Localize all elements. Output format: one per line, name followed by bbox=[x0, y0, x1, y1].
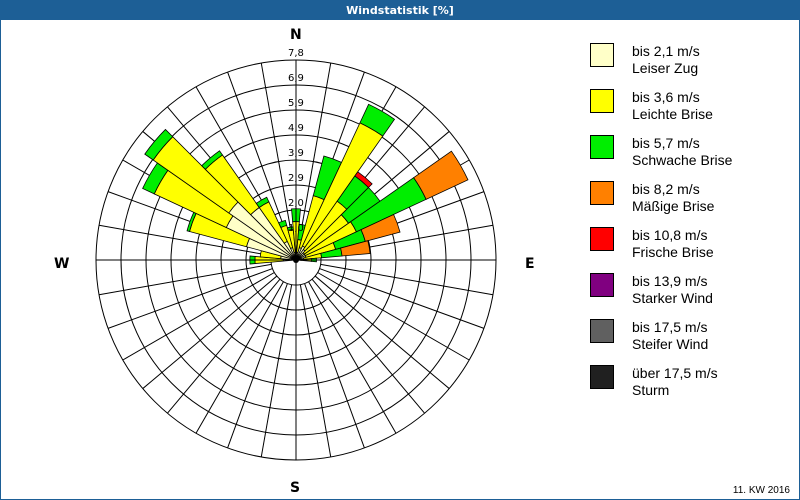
legend-swatch bbox=[590, 365, 614, 389]
compass-west-label: W bbox=[54, 256, 70, 272]
legend-swatch bbox=[590, 181, 614, 205]
compass-east-label: E bbox=[525, 256, 535, 272]
svg-text:7,8: 7,8 bbox=[288, 48, 304, 59]
wind-sector bbox=[255, 196, 270, 209]
legend-swatch bbox=[590, 273, 614, 297]
compass-north-label: N bbox=[290, 27, 302, 43]
legend-range: bis 2,1 m/s bbox=[632, 43, 700, 59]
compass-south-label: S bbox=[290, 480, 301, 496]
legend-range: bis 5,7 m/s bbox=[632, 135, 700, 151]
legend-name: Frische Brise bbox=[632, 244, 714, 260]
svg-text:4,9: 4,9 bbox=[288, 123, 304, 134]
legend-range: über 17,5 m/s bbox=[632, 365, 718, 381]
wind-sector bbox=[201, 150, 224, 170]
legend-swatch bbox=[590, 227, 614, 251]
legend-name: Leiser Zug bbox=[632, 60, 699, 76]
svg-text:3,9: 3,9 bbox=[288, 148, 304, 159]
legend-range: bis 8,2 m/s bbox=[632, 181, 700, 197]
wind-sector bbox=[359, 103, 396, 137]
wind-sector bbox=[354, 171, 373, 189]
svg-text:2,0: 2,0 bbox=[288, 198, 304, 209]
wind-sector bbox=[278, 219, 288, 228]
legend-name: Leichte Brise bbox=[632, 106, 713, 122]
svg-text:2,9: 2,9 bbox=[288, 173, 304, 184]
week-label: 11. KW 2016 bbox=[732, 485, 790, 496]
legend-range: bis 3,6 m/s bbox=[632, 89, 700, 105]
svg-text:1,0: 1,0 bbox=[288, 223, 304, 234]
wind-sector bbox=[360, 213, 401, 242]
wind-sector bbox=[144, 128, 174, 161]
legend-name: Sturm bbox=[632, 382, 670, 398]
legend-swatch bbox=[590, 135, 614, 159]
legend-range: bis 10,8 m/s bbox=[632, 227, 708, 243]
wind-sector bbox=[340, 240, 371, 257]
legend-swatch bbox=[590, 89, 614, 113]
chart-title: Windstatistik [%] bbox=[0, 0, 800, 20]
legend-name: Steifer Wind bbox=[632, 336, 709, 352]
wind-sector bbox=[413, 150, 469, 200]
legend-range: bis 13,9 m/s bbox=[632, 273, 708, 289]
legend-range: bis 17,5 m/s bbox=[632, 319, 708, 335]
legend-name: Schwache Brise bbox=[632, 152, 733, 168]
legend-name: Mäßige Brise bbox=[632, 198, 715, 214]
legend-name: Starker Wind bbox=[632, 290, 713, 306]
legend-swatch bbox=[590, 43, 614, 67]
svg-text:5,9: 5,9 bbox=[288, 98, 304, 109]
legend-swatch bbox=[590, 319, 614, 343]
svg-text:6,9: 6,9 bbox=[288, 73, 304, 84]
